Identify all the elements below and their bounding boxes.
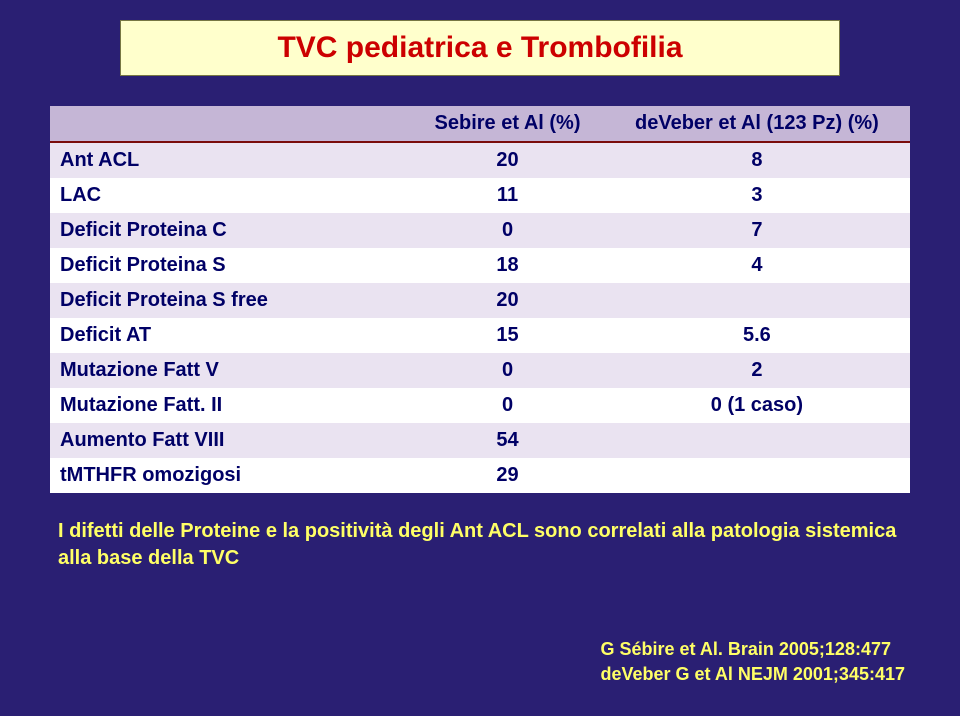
cell-c2 <box>604 458 910 493</box>
table-row: LAC113 <box>50 178 910 213</box>
row-label: Ant ACL <box>50 142 411 178</box>
table-row: Mutazione Fatt V02 <box>50 353 910 388</box>
cell-c2: 4 <box>604 248 910 283</box>
cell-c2: 8 <box>604 142 910 178</box>
row-label: LAC <box>50 178 411 213</box>
references: G Sébire et Al. Brain 2005;128:477 deVeb… <box>601 637 906 686</box>
cell-c1: 0 <box>411 388 604 423</box>
table-row: Deficit AT155.6 <box>50 318 910 353</box>
table-row: Aumento Fatt VIII54 <box>50 423 910 458</box>
table-row: Deficit Proteina C07 <box>50 213 910 248</box>
note-text: I difetti delle Proteine e la positività… <box>50 518 910 572</box>
row-label: Mutazione Fatt V <box>50 353 411 388</box>
row-label: tMTHFR omozigosi <box>50 458 411 493</box>
ref-line-1: G Sébire et Al. Brain 2005;128:477 <box>601 637 906 661</box>
row-label: Aumento Fatt VIII <box>50 423 411 458</box>
slide-title: TVC pediatrica e Trombofilia <box>141 31 819 65</box>
cell-c2 <box>604 423 910 458</box>
row-label: Mutazione Fatt. II <box>50 388 411 423</box>
table-row: Deficit Proteina S184 <box>50 248 910 283</box>
table-row: tMTHFR omozigosi29 <box>50 458 910 493</box>
cell-c1: 11 <box>411 178 604 213</box>
col-header-2: deVeber et Al (123 Pz) (%) <box>604 106 910 142</box>
cell-c2: 2 <box>604 353 910 388</box>
col-header-0 <box>50 106 411 142</box>
slide: TVC pediatrica e Trombofilia Sebire et A… <box>0 0 960 716</box>
cell-c1: 0 <box>411 353 604 388</box>
table-row: Mutazione Fatt. II00 (1 caso) <box>50 388 910 423</box>
cell-c2: 3 <box>604 178 910 213</box>
ref-line-2: deVeber G et Al NEJM 2001;345:417 <box>601 662 906 686</box>
cell-c1: 0 <box>411 213 604 248</box>
cell-c1: 54 <box>411 423 604 458</box>
row-label: Deficit AT <box>50 318 411 353</box>
cell-c1: 15 <box>411 318 604 353</box>
table-body: Ant ACL208LAC113Deficit Proteina C07Defi… <box>50 142 910 493</box>
cell-c1: 20 <box>411 283 604 318</box>
cell-c1: 18 <box>411 248 604 283</box>
table-row: Ant ACL208 <box>50 142 910 178</box>
title-box: TVC pediatrica e Trombofilia <box>120 20 840 76</box>
table-row: Deficit Proteina S free20 <box>50 283 910 318</box>
cell-c2 <box>604 283 910 318</box>
cell-c1: 29 <box>411 458 604 493</box>
row-label: Deficit Proteina S free <box>50 283 411 318</box>
cell-c2: 5.6 <box>604 318 910 353</box>
cell-c1: 20 <box>411 142 604 178</box>
row-label: Deficit Proteina S <box>50 248 411 283</box>
table-header-row: Sebire et Al (%) deVeber et Al (123 Pz) … <box>50 106 910 142</box>
cell-c2: 7 <box>604 213 910 248</box>
col-header-1: Sebire et Al (%) <box>411 106 604 142</box>
cell-c2: 0 (1 caso) <box>604 388 910 423</box>
row-label: Deficit Proteina C <box>50 213 411 248</box>
data-table: Sebire et Al (%) deVeber et Al (123 Pz) … <box>50 106 910 493</box>
